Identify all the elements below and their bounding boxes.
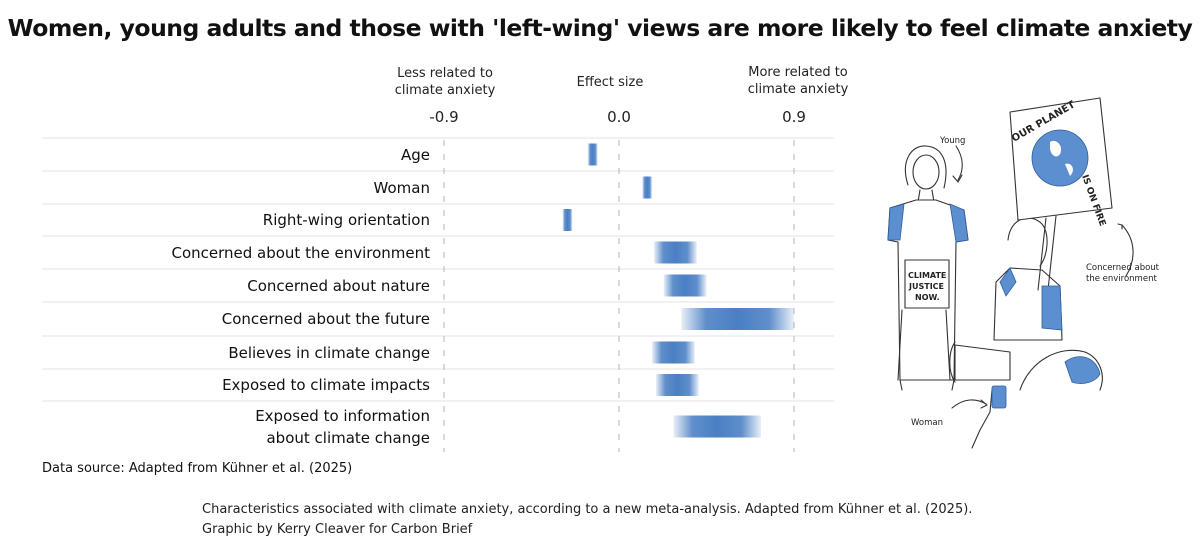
data-source: Data source: Adapted from Kühner et al. … [42,461,353,476]
effect-bar [642,176,653,199]
row-label: Concerned about nature [247,276,430,295]
svg-text:CLIMATE: CLIMATE [908,271,946,280]
protester-illustration: OUR PLANET IS ON FIRE CLIMATE JUSTICE NO… [887,97,1134,449]
row-label: Believes in climate change [228,343,430,362]
illustration-label-concerned: Concerned about the environment [1086,263,1160,284]
x-axis-title: Effect size [576,75,644,90]
row-label: Age [400,145,430,164]
illustration-label-young: Young [940,136,966,146]
svg-text:JUSTICE: JUSTICE [908,282,944,291]
effect-bar [587,143,598,166]
tick-label: 0.0 [607,108,631,126]
illustration-label-woman: Woman [911,418,943,428]
x-left-label: Less related to climate anxiety [394,66,496,98]
row-label: Woman [373,178,430,197]
effect-bar [655,374,699,396]
row-label: Concerned about the future [221,310,430,328]
caption: Characteristics associated with climate … [202,502,973,537]
chart-title: Women, young adults and those with 'left… [7,14,1193,42]
effect-bar [562,209,573,231]
row-label: Concerned about the environment [171,243,430,262]
row-label: Exposed to climate impacts [222,376,430,394]
effect-bar [654,241,697,264]
tick-label: -0.9 [429,108,458,126]
young-hair [904,145,947,189]
x-right-label: More related to climate anxiety [747,65,849,97]
effect-bar [673,415,761,438]
row-label: Exposed to information about climate cha… [255,406,430,447]
row-label: Right-wing orientation [262,211,430,229]
effect-bar [652,341,695,364]
tick-label: 0.9 [782,108,806,126]
effect-bar [663,274,707,297]
effect-bar [681,308,794,330]
svg-text:NOW.: NOW. [915,293,940,302]
